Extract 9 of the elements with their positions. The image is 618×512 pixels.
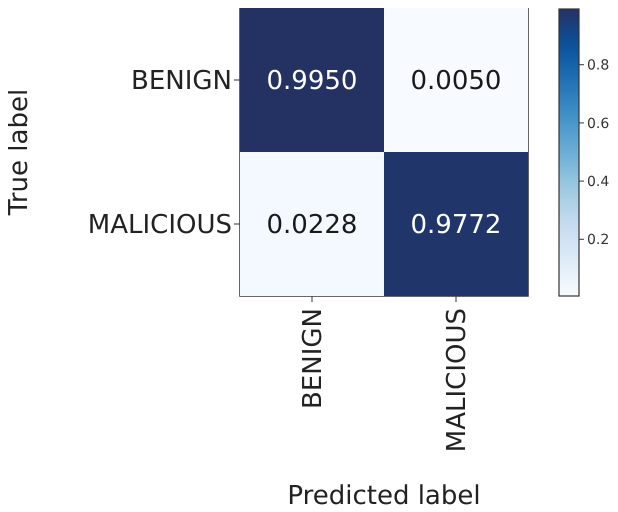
- color-bar-label: 0.2: [587, 232, 610, 248]
- color-bar-label: 0.8: [587, 58, 610, 74]
- x-axis-title: Predicted label: [287, 481, 481, 511]
- data-label: 0.9772: [410, 210, 502, 240]
- data-label: 0.9950: [266, 66, 358, 96]
- data-label: 0.0228: [266, 210, 358, 240]
- color-bar-label: 0.4: [587, 174, 610, 190]
- data-label: 0.0050: [410, 66, 502, 96]
- color-bar-label: 0.6: [587, 116, 610, 132]
